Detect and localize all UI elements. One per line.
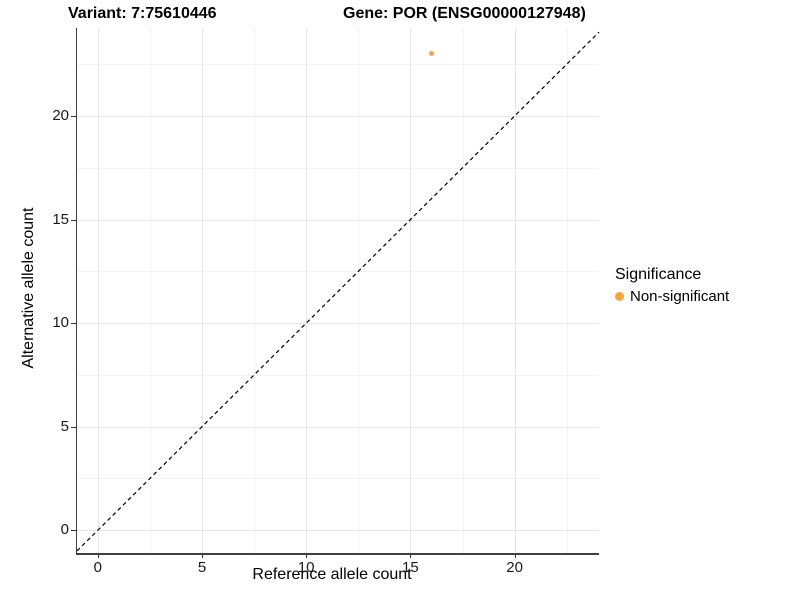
data-point (428, 51, 434, 57)
identity-line (76, 31, 600, 552)
gridline-minor-x (254, 28, 256, 553)
gridline-minor-y (77, 374, 599, 376)
y-tick-mark (71, 426, 76, 428)
gridline-minor-y (77, 167, 599, 169)
gridline-minor-y (77, 478, 599, 480)
y-axis-line (75, 28, 77, 555)
gridline-major-x (410, 28, 412, 553)
y-tick-mark (71, 219, 76, 221)
x-tick-label: 0 (93, 559, 102, 576)
gene-title: Gene: POR (ENSG00000127948) (343, 5, 586, 22)
x-tick-mark (306, 554, 308, 558)
gridline-major-y (77, 530, 599, 532)
identity-line-path (76, 31, 600, 552)
legend-item: Non-significant (615, 288, 729, 305)
legend-item-label: Non-significant (630, 288, 730, 305)
x-tick-label: 5 (197, 559, 207, 576)
gridline-major-x (306, 28, 308, 553)
y-tick-label: 5 (60, 417, 69, 435)
y-tick-label: 0 (60, 521, 69, 539)
x-tick-mark (514, 554, 516, 558)
x-tick-label: 20 (506, 559, 523, 576)
legend-title: Significance (615, 266, 702, 283)
gridline-major-y (77, 323, 599, 325)
gridline-major-x (97, 28, 99, 553)
y-tick-mark (71, 116, 76, 117)
gridline-major-x (202, 28, 203, 553)
legend: Significance Non-significant (615, 266, 729, 305)
gridline-major-y (77, 116, 599, 117)
gridline-minor-y (77, 64, 599, 66)
x-axis-line (75, 553, 599, 555)
gridline-major-x (514, 28, 516, 553)
plot-panel (76, 28, 600, 553)
gridline-minor-y (77, 271, 599, 273)
gridline-minor-x (566, 28, 568, 553)
x-tick-mark (202, 554, 203, 558)
y-tick-label: 10 (52, 314, 69, 332)
gridline-major-y (77, 426, 599, 428)
y-tick-label: 15 (52, 210, 69, 228)
variant-title: Variant: 7:75610446 (68, 5, 217, 22)
y-tick-mark (71, 323, 76, 325)
y-tick-mark (71, 530, 76, 532)
x-tick-mark (410, 554, 412, 558)
x-tick-label: 15 (402, 559, 419, 576)
x-tick-mark (97, 554, 99, 558)
x-axis-title: Reference allele count (252, 566, 412, 583)
legend-point-icon (615, 292, 624, 301)
gridline-minor-x (462, 28, 464, 553)
gridline-major-y (77, 219, 599, 221)
gridline-minor-x (358, 28, 360, 553)
gridline-minor-x (149, 28, 151, 553)
y-tick-label: 20 (52, 107, 69, 124)
x-tick-label: 10 (297, 559, 315, 576)
